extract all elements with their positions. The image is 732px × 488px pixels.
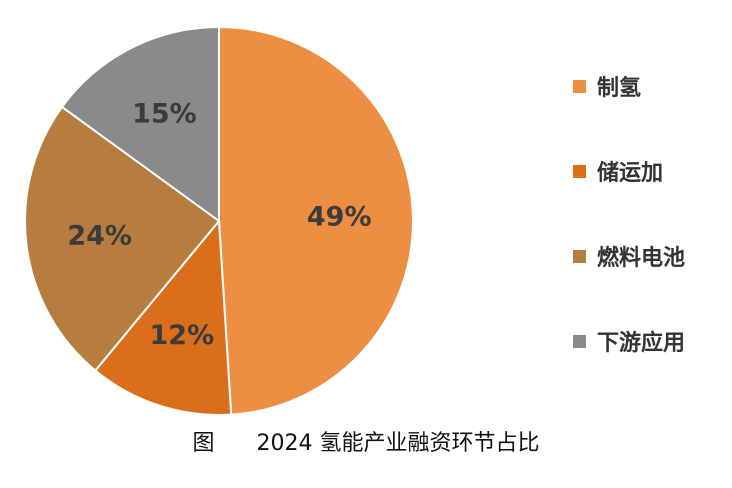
- legend-label-1: 储运加: [597, 161, 664, 186]
- pie-slice-labels: 49% 12% 24% 15%: [67, 98, 371, 351]
- legend-label-2: 燃料电池: [597, 246, 686, 271]
- pie-slice-label-2: 24%: [67, 221, 132, 252]
- pie-slices: [24, 25, 414, 416]
- legend: 制氢 储运加 燃料电池 下游应用: [573, 66, 723, 406]
- pie-slice-label-3: 15%: [132, 98, 197, 129]
- legend-item-2: 燃料电池: [573, 236, 723, 276]
- legend-label-3: 下游应用: [597, 331, 686, 356]
- legend-swatch-3: [573, 334, 586, 348]
- pie-slice-0: [218, 25, 414, 416]
- legend-item-0: 制氢: [573, 66, 723, 106]
- figure-caption: 图 2024 氢能产业融资环节占比: [0, 425, 732, 457]
- pie-slice-1: [93, 218, 233, 416]
- caption-text: 2024 氢能产业融资环节占比: [256, 431, 540, 456]
- legend-swatch-1: [573, 164, 586, 178]
- legend-swatch-2: [573, 249, 586, 263]
- pie-slice-label-0: 49%: [307, 202, 372, 233]
- legend-item-3: 下游应用: [573, 321, 723, 361]
- caption-prefix: 图: [192, 431, 215, 456]
- legend-swatch-0: [573, 79, 586, 93]
- pie-slice-3: [60, 25, 220, 223]
- legend-label-0: 制氢: [597, 76, 642, 101]
- legend-item-1: 储运加: [573, 151, 723, 191]
- pie-slice-2: [24, 105, 221, 372]
- pie-slice-label-1: 12%: [150, 320, 215, 351]
